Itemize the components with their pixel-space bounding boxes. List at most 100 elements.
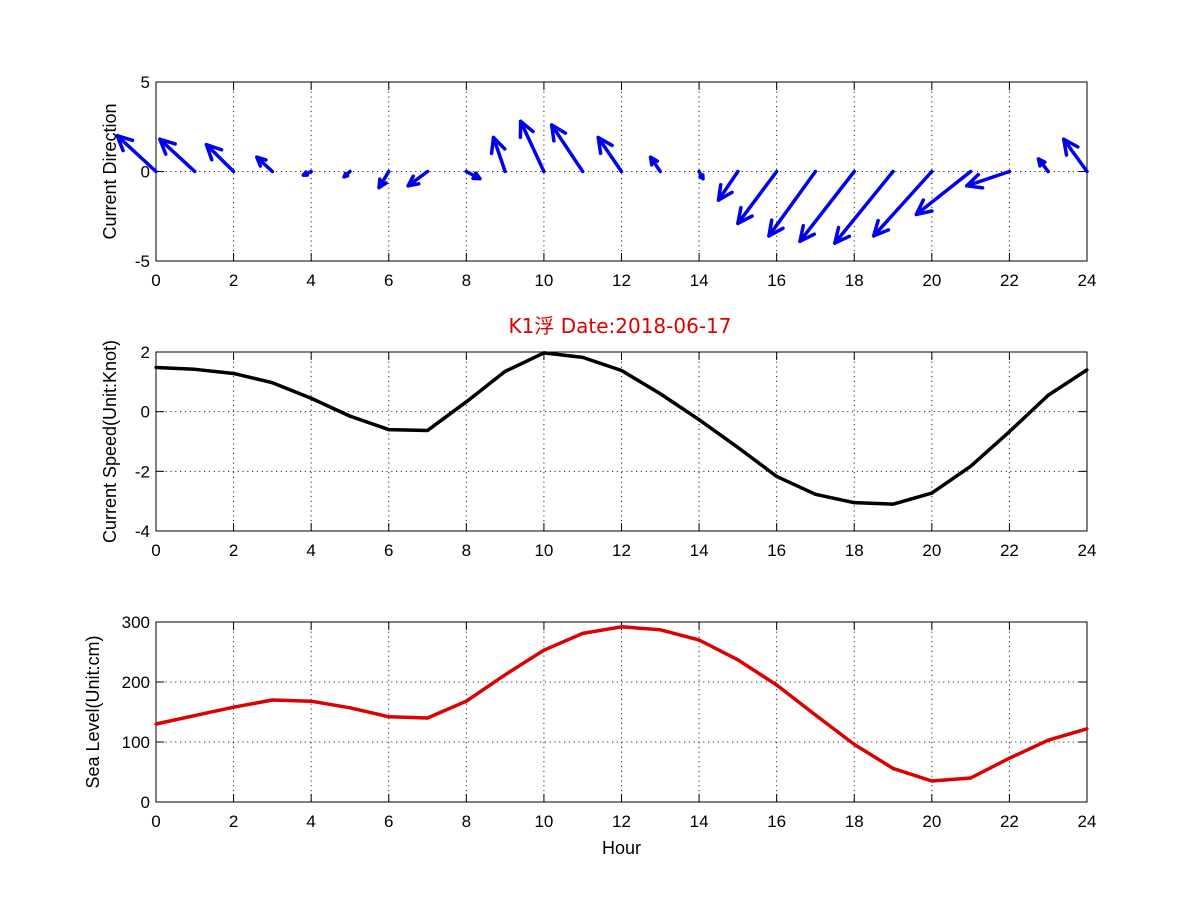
quiver-arrow [964, 169, 1012, 190]
quiver-arrow [716, 169, 740, 202]
quiver-arrow [464, 169, 482, 181]
quiver-arrow [158, 137, 197, 174]
y-tick-label: 300 [122, 613, 150, 632]
x-tick-label: 4 [306, 812, 315, 831]
quiver-arrow [342, 169, 352, 179]
y-tick-label: 2 [141, 343, 150, 362]
x-tick-label: 22 [1000, 541, 1019, 560]
data-point [736, 445, 740, 450]
y-tick-label: 0 [141, 163, 150, 182]
data-point [1085, 368, 1089, 372]
y-tick-label: 0 [141, 793, 150, 812]
data-point [387, 715, 391, 719]
data-point [891, 502, 895, 506]
data-point [581, 631, 585, 636]
x-tick-label: 12 [612, 541, 631, 560]
quiver-arrow [255, 155, 275, 174]
x-tick-label: 8 [462, 541, 471, 560]
y-tick-label: -4 [135, 522, 150, 541]
y-tick-label: 100 [122, 733, 150, 752]
x-tick-label: 18 [845, 541, 864, 560]
x-tick-label: 24 [1078, 812, 1097, 831]
quiver-arrow [736, 169, 779, 226]
x-tick-label: 22 [1000, 271, 1019, 290]
quiver-arrow [767, 169, 818, 238]
x-tick-label: 14 [690, 812, 709, 831]
data-point [425, 716, 430, 720]
x-tick-label: 2 [229, 271, 238, 290]
data-point [231, 371, 236, 376]
x-tick-label: 14 [690, 541, 709, 560]
y-axis-label: Current Speed(Unit:Knot) [100, 340, 120, 543]
data-point [619, 625, 624, 629]
quiver-arrow [648, 155, 663, 174]
x-tick-label: 10 [534, 812, 553, 831]
quiver-arrow [406, 169, 430, 188]
x-tick-label: 20 [922, 271, 941, 290]
data-point [658, 628, 662, 632]
quiver-arrow [697, 169, 705, 181]
y-tick-label: -5 [135, 252, 150, 271]
axes-frame [155, 621, 1088, 803]
data-point [309, 396, 313, 400]
y-tick-label: 0 [141, 403, 150, 422]
quiver-arrow [204, 142, 236, 174]
x-tick-label: 2 [229, 541, 238, 560]
x-tick-label: 4 [306, 271, 315, 290]
quiver-arrow [301, 169, 313, 177]
x-tick-label: 16 [767, 812, 786, 831]
quiver-arrow [518, 119, 546, 174]
quiver-arrow [489, 135, 507, 174]
data-point [1046, 738, 1050, 742]
x-tick-label: 10 [534, 541, 553, 560]
data-point [464, 699, 468, 703]
y-axis-label: Current Direction [100, 103, 120, 239]
quiver-arrow [798, 169, 856, 244]
data-point [969, 776, 973, 780]
x-tick-label: 24 [1078, 541, 1097, 560]
x-tick-label: 16 [767, 541, 786, 560]
quiver-arrow [596, 135, 624, 174]
x-tick-label: 18 [845, 812, 864, 831]
data-point [193, 714, 197, 718]
data-point [193, 367, 197, 371]
x-tick-label: 4 [306, 541, 315, 560]
data-point [348, 706, 352, 710]
y-tick-label: 200 [122, 673, 150, 692]
data-point [852, 742, 856, 747]
quiver-arrow [1061, 137, 1089, 174]
x-tick-label: 16 [767, 271, 786, 290]
data-point [270, 381, 274, 385]
x-tick-label: 18 [845, 271, 864, 290]
data-point [464, 400, 468, 404]
x-axis-label: Hour [602, 838, 641, 858]
data-point [658, 392, 662, 396]
data-point [775, 683, 779, 687]
y-tick-label: 5 [141, 73, 150, 92]
data-point [270, 698, 274, 702]
x-tick-label: 0 [151, 541, 160, 560]
x-tick-label: 12 [612, 271, 631, 290]
x-tick-label: 0 [151, 271, 160, 290]
x-tick-label: 14 [690, 271, 709, 290]
x-tick-label: 6 [384, 812, 393, 831]
data-point [348, 414, 352, 418]
x-tick-label: 0 [151, 812, 160, 831]
data-point [542, 648, 546, 652]
data-point [775, 474, 779, 479]
data-point [969, 464, 973, 468]
data-point [619, 368, 624, 373]
data-point [1085, 727, 1089, 731]
quiver-arrow [833, 169, 895, 245]
data-point [697, 418, 701, 422]
y-tick-label: -2 [135, 462, 150, 481]
data-point [542, 351, 546, 355]
data-point [387, 427, 391, 432]
data-point [852, 501, 856, 505]
data-point [309, 699, 313, 703]
